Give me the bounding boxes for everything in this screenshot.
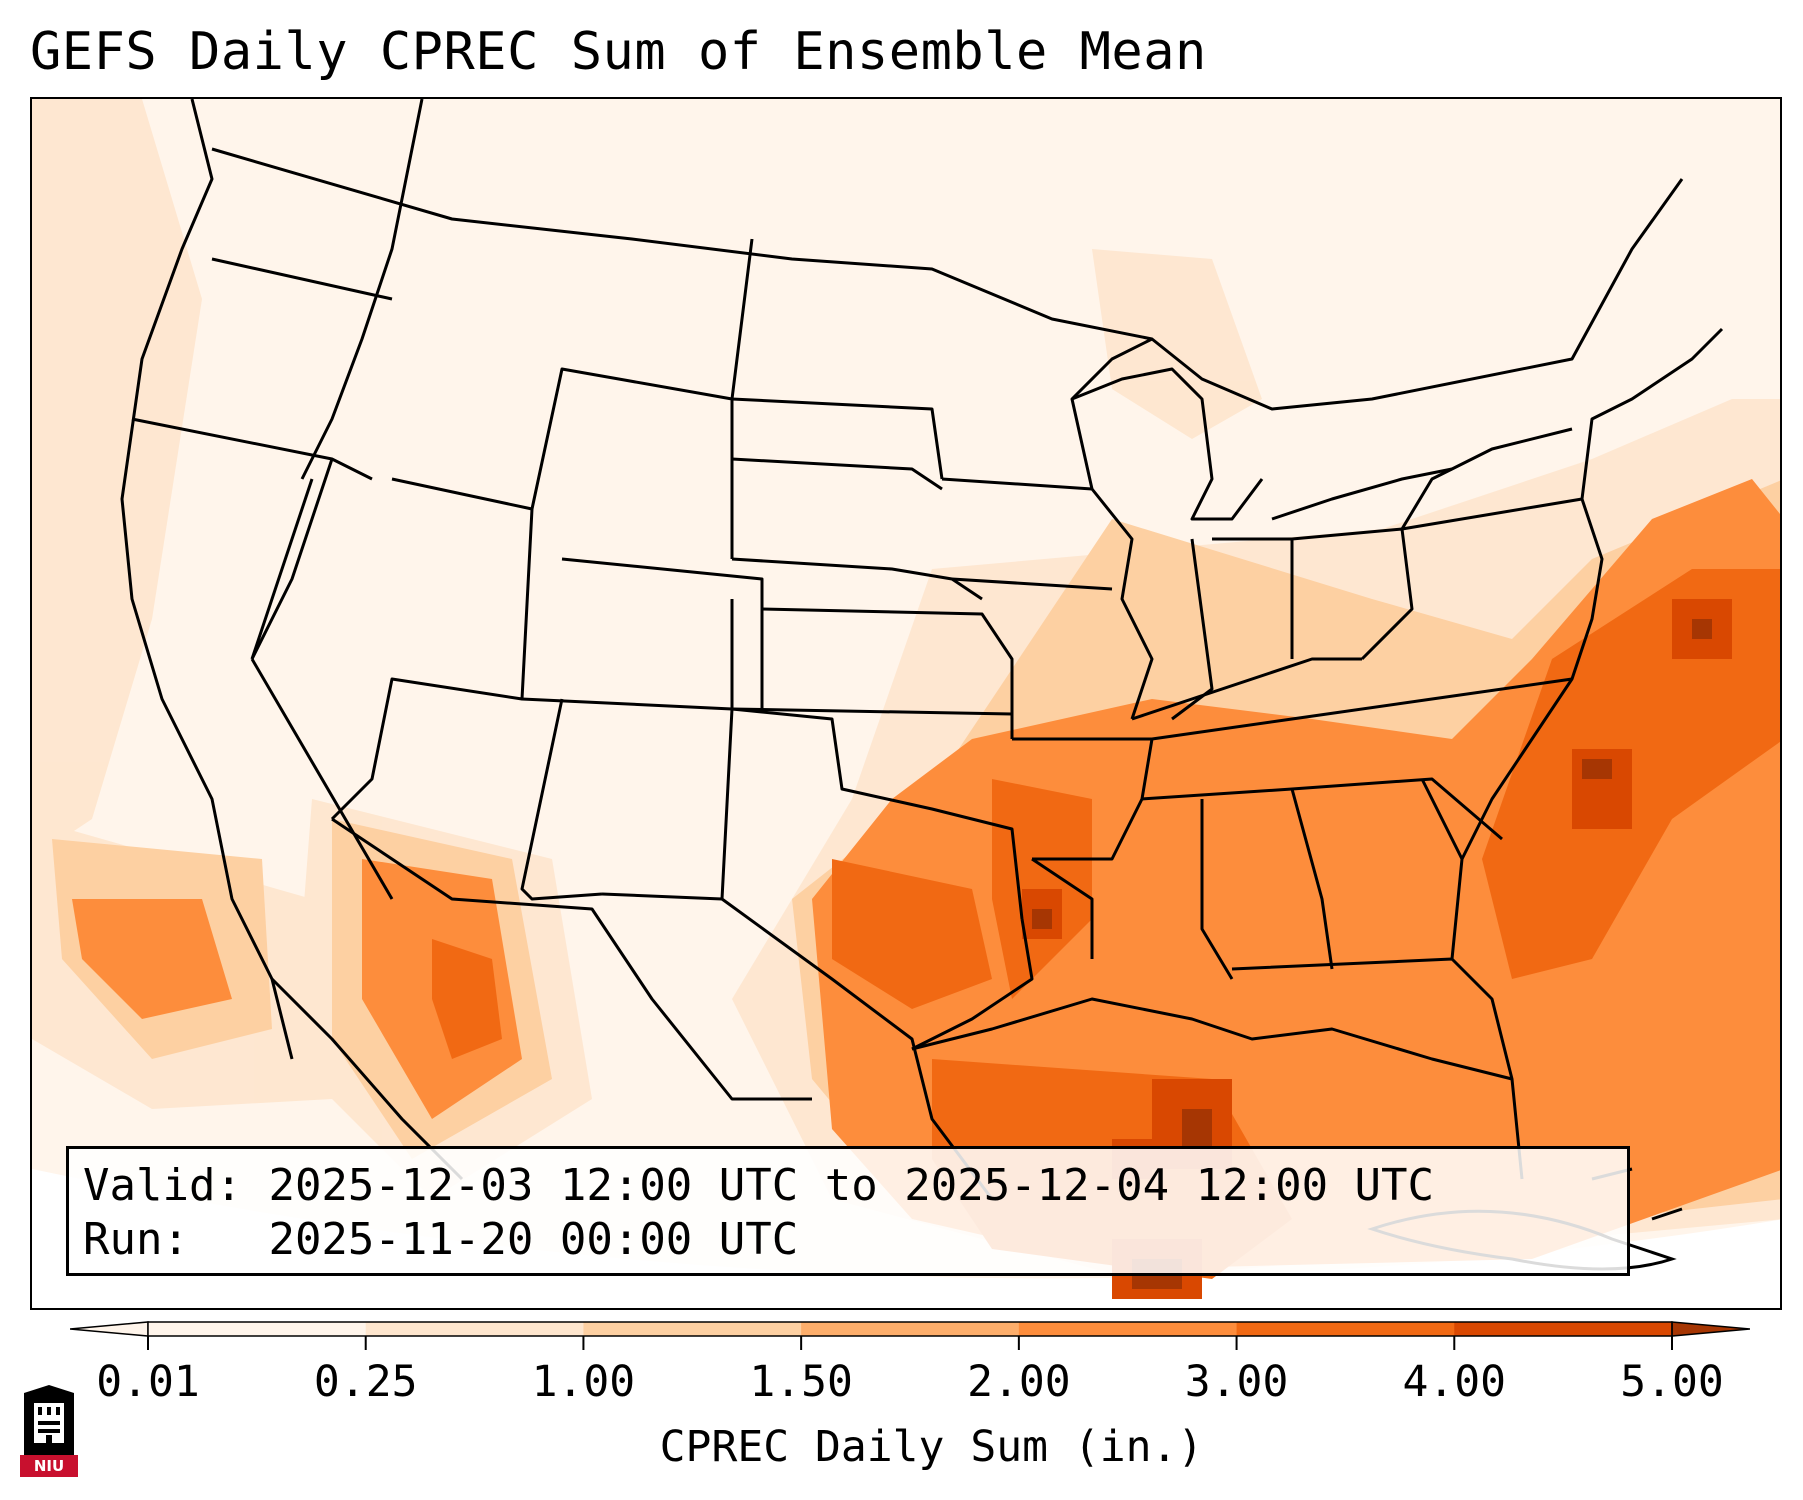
colorbar-tick-label: 2.00 [967,1357,1071,1407]
castle-icon [24,1385,74,1457]
colorbar-segment [801,1322,1020,1336]
niu-wordmark: NIU [20,1455,78,1477]
colorbar-tick-label: 5.00 [1620,1357,1724,1407]
run-label: Run: [83,1214,189,1265]
valid-run-info: Valid: 2025-12-03 12:00 UTC to 2025-12-0… [66,1146,1630,1276]
colorbar-segment [1236,1322,1455,1336]
colorbar-tick-label: 3.00 [1184,1357,1289,1407]
colorbar-tick-label: 0.25 [313,1357,418,1407]
colorbar-segment [365,1322,584,1336]
colorbar-segment [583,1322,802,1336]
run-value: 2025-11-20 00:00 UTC [268,1214,799,1265]
colorbar-tick-label: 4.00 [1402,1357,1507,1407]
run-row: Run: 2025-11-20 00:00 UTC [83,1213,1613,1267]
colorbar-extend-low [70,1321,149,1337]
colorbar-label: CPREC Daily Sum (in.) [659,1422,1204,1472]
valid-row: Valid: 2025-12-03 12:00 UTC to 2025-12-0… [83,1159,1613,1213]
map-title: GEFS Daily CPREC Sum of Ensemble Mean [30,22,1207,82]
valid-label: Valid: [83,1160,242,1211]
colorbar-segment [148,1322,367,1336]
precipitation-map [30,97,1782,1310]
colorbar-tick-label: 1.50 [749,1357,853,1407]
colorbar-outline [147,1321,1673,1337]
state-borders [120,99,1724,1200]
colorbar [70,1321,1750,1350]
colorbar-extend-high [1671,1321,1750,1337]
valid-value: 2025-12-03 12:00 UTC to 2025-12-04 12:00… [268,1160,1435,1211]
colorbar-segment [1018,1322,1238,1336]
colorbar-segment [1454,1322,1673,1336]
colorbar-tick-label: 0.01 [96,1357,200,1407]
niu-logo: NIU [20,1385,78,1477]
colorbar-tick-label: 1.00 [531,1357,636,1407]
map-canvas [32,99,1780,1308]
